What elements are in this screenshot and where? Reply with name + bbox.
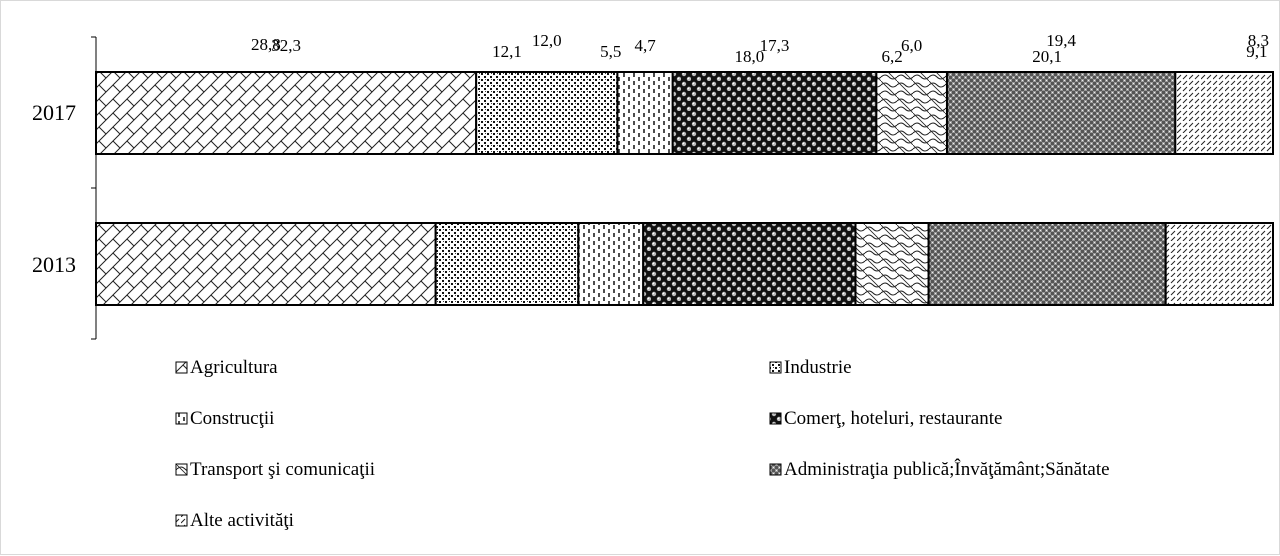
category-label-2013: 2013: [32, 252, 76, 277]
legend-label-industrie: Industrie: [784, 357, 852, 378]
value-label-2013-series-0: 28,8: [251, 35, 281, 54]
legend-swatch-alte: [175, 514, 188, 527]
bar-2017-series-5: [945, 71, 1177, 155]
value-label-2013-series-6: 9,1: [1246, 42, 1267, 61]
legend-label-agricultura: Agricultura: [190, 357, 278, 378]
legend-swatch-transport: [175, 463, 188, 476]
bar-segments: [95, 71, 1274, 306]
value-labels: 32,3 12,0 4,7 17,3 6,0 19,4 8,3 28,8 12,1 5,5 18,0…: [251, 31, 1269, 66]
bar-2013-series-6: [1164, 222, 1274, 306]
value-label-2013-series-3: 18,0: [734, 47, 764, 66]
legend-swatch-comert: [769, 412, 782, 425]
bar-2017-series-2: [616, 71, 674, 155]
legend-label-alte: Alte activităţi: [190, 510, 294, 531]
bar-2013-series-5: [927, 222, 1167, 306]
legend-swatch-industrie: [769, 361, 782, 374]
legend-swatch-administratie: [769, 463, 782, 476]
bar-2017-series-0: [95, 71, 478, 155]
value-label-2017-series-4: 6,0: [901, 36, 922, 55]
value-label-2013-series-5: 20,1: [1032, 47, 1062, 66]
bar-2017-series-3: [671, 71, 878, 155]
legend-swatch-agricultura: [175, 361, 188, 374]
bar-2013-series-1: [434, 222, 580, 306]
value-label-2017-series-5: 19,4: [1046, 31, 1076, 50]
bar-2013-series-3: [642, 222, 857, 306]
legend-label-comert: Comerţ, hoteluri, restaurante: [784, 408, 1002, 429]
value-label-2017-series-6: 8,3: [1248, 31, 1269, 50]
bar-2013-series-0: [95, 222, 437, 306]
bar-2017-series-1: [475, 71, 619, 155]
value-label-2013-series-2: 5,5: [600, 42, 621, 61]
legend: Agricultura Industrie Construcţii Comerţ…: [175, 357, 1110, 531]
legend-label-transport: Transport şi comunicaţii: [190, 459, 375, 480]
legend-label-administratie: Administraţia publică;Învăţământ;Sănătat…: [784, 458, 1110, 480]
value-label-2013-series-4: 6,2: [881, 47, 902, 66]
bar-2013-series-4: [854, 222, 930, 306]
category-label-2017: 2017: [32, 100, 76, 125]
value-label-2017-series-2: 4,7: [634, 36, 656, 55]
bar-2017-series-4: [875, 71, 948, 155]
bar-2017-series-6: [1174, 71, 1274, 155]
value-label-2013-series-1: 12,1: [492, 42, 522, 61]
legend-swatch-constructii: [175, 412, 188, 425]
bar-2013-series-2: [577, 222, 645, 306]
value-label-2017-series-0: 32,3: [271, 36, 301, 55]
legend-label-constructii: Construcţii: [190, 408, 274, 429]
value-label-2017-series-3: 17,3: [760, 36, 790, 55]
value-label-2017-series-1: 12,0: [532, 31, 562, 50]
